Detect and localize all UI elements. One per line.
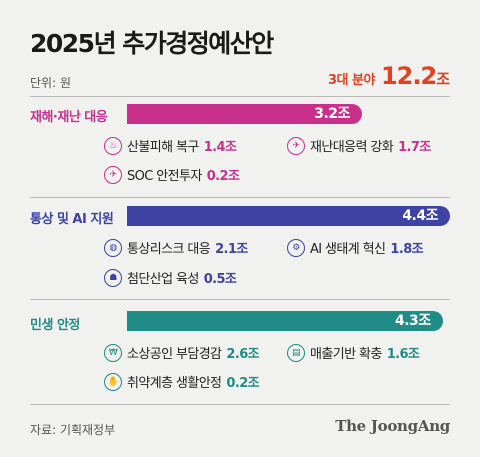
bar-value-label: 4.4조 [402, 208, 438, 224]
subitem-vulnerable-support: ✋ 취약계층 생활안정 0.2조 [104, 372, 260, 391]
total-label: 3대 분야 [328, 73, 375, 88]
drone-icon: ✈ [287, 136, 305, 155]
subitem-wildfire: ♨ 산불피해 복구 1.4조 [104, 136, 237, 155]
bar-livelihood: 4.3조 [127, 311, 443, 331]
subitem-value: 0.2조 [206, 169, 240, 184]
subitem-value: 1.6조 [386, 347, 420, 362]
total-unit: 조 [436, 70, 450, 88]
subitem-name: 첨단산업 육성 [127, 272, 199, 287]
subitem-name: 산불피해 복구 [127, 140, 199, 155]
subitem-name: 재난대응력 강화 [310, 140, 394, 155]
unit-label: 단위: 원 [30, 76, 71, 90]
airplane-icon: ✈ [104, 165, 122, 184]
subitem-value: 0.5조 [203, 272, 237, 287]
subitem-value: 1.8조 [390, 242, 423, 257]
category-label-trade-ai: 통상 및 AI 지원 [30, 212, 114, 227]
chart-title: 2025년 추가경정예산안 [30, 29, 274, 58]
bar-disaster: 3.2조 [127, 104, 362, 124]
top-divider [30, 96, 450, 97]
subitem-value: 2.1조 [215, 242, 248, 257]
subitem-trade-risk: ◍ 통상리스크 대응 2.1조 [104, 238, 248, 257]
subitem-name: 취약계층 생활안정 [127, 376, 222, 391]
total-summary: 3대 분야 12.2조 [328, 62, 450, 90]
divider [30, 197, 450, 198]
ai-chip-icon: ⚙ [287, 238, 305, 257]
subitem-ai-ecosystem: ⚙ AI 생태계 혁신 1.8조 [287, 238, 424, 257]
source-note: 자료: 기획재정부 [30, 423, 116, 437]
robot-icon: ☗ [104, 268, 122, 287]
bottom-divider [30, 404, 450, 405]
subitem-name: 매출기반 확충 [310, 347, 382, 362]
category-label-disaster: 재해·재난 대응 [30, 110, 108, 125]
money-icon: ₩ [104, 343, 122, 362]
subitem-value: 1.4조 [203, 140, 237, 155]
globe-icon: ◍ [104, 238, 122, 257]
bar-trade-ai: 4.4조 [127, 206, 450, 226]
subitem-small-business: ₩ 소상공인 부담경감 2.6조 [104, 343, 260, 362]
bar-value-label: 3.2조 [314, 106, 350, 122]
hand-coin-icon: ✋ [104, 372, 122, 391]
receipt-icon: ▤ [287, 343, 305, 362]
subitem-soc-safety: ✈ SOC 안전투자 0.2조 [104, 165, 240, 184]
subitem-value: 1.7조 [398, 140, 431, 155]
subitem-name: 소상공인 부담경감 [127, 347, 222, 362]
divider [30, 299, 450, 300]
publisher-logo: The JoongAng [335, 417, 450, 435]
subitem-sales-base: ▤ 매출기반 확충 1.6조 [287, 343, 420, 362]
subitem-advanced-industry: ☗ 첨단산업 육성 0.5조 [104, 268, 237, 287]
subitem-value: 2.6조 [226, 347, 260, 362]
subitem-name: SOC 안전투자 [127, 169, 202, 184]
total-value: 12.2 [380, 62, 437, 90]
bar-value-label: 4.3조 [394, 313, 431, 329]
subitem-name: 통상리스크 대응 [127, 242, 211, 257]
subitem-disaster-response: ✈ 재난대응력 강화 1.7조 [287, 136, 431, 155]
subitem-name: AI 생태계 혁신 [310, 242, 386, 257]
category-label-livelihood: 민생 안정 [30, 318, 80, 333]
fire-icon: ♨ [104, 136, 122, 155]
subitem-value: 0.2조 [226, 376, 260, 391]
